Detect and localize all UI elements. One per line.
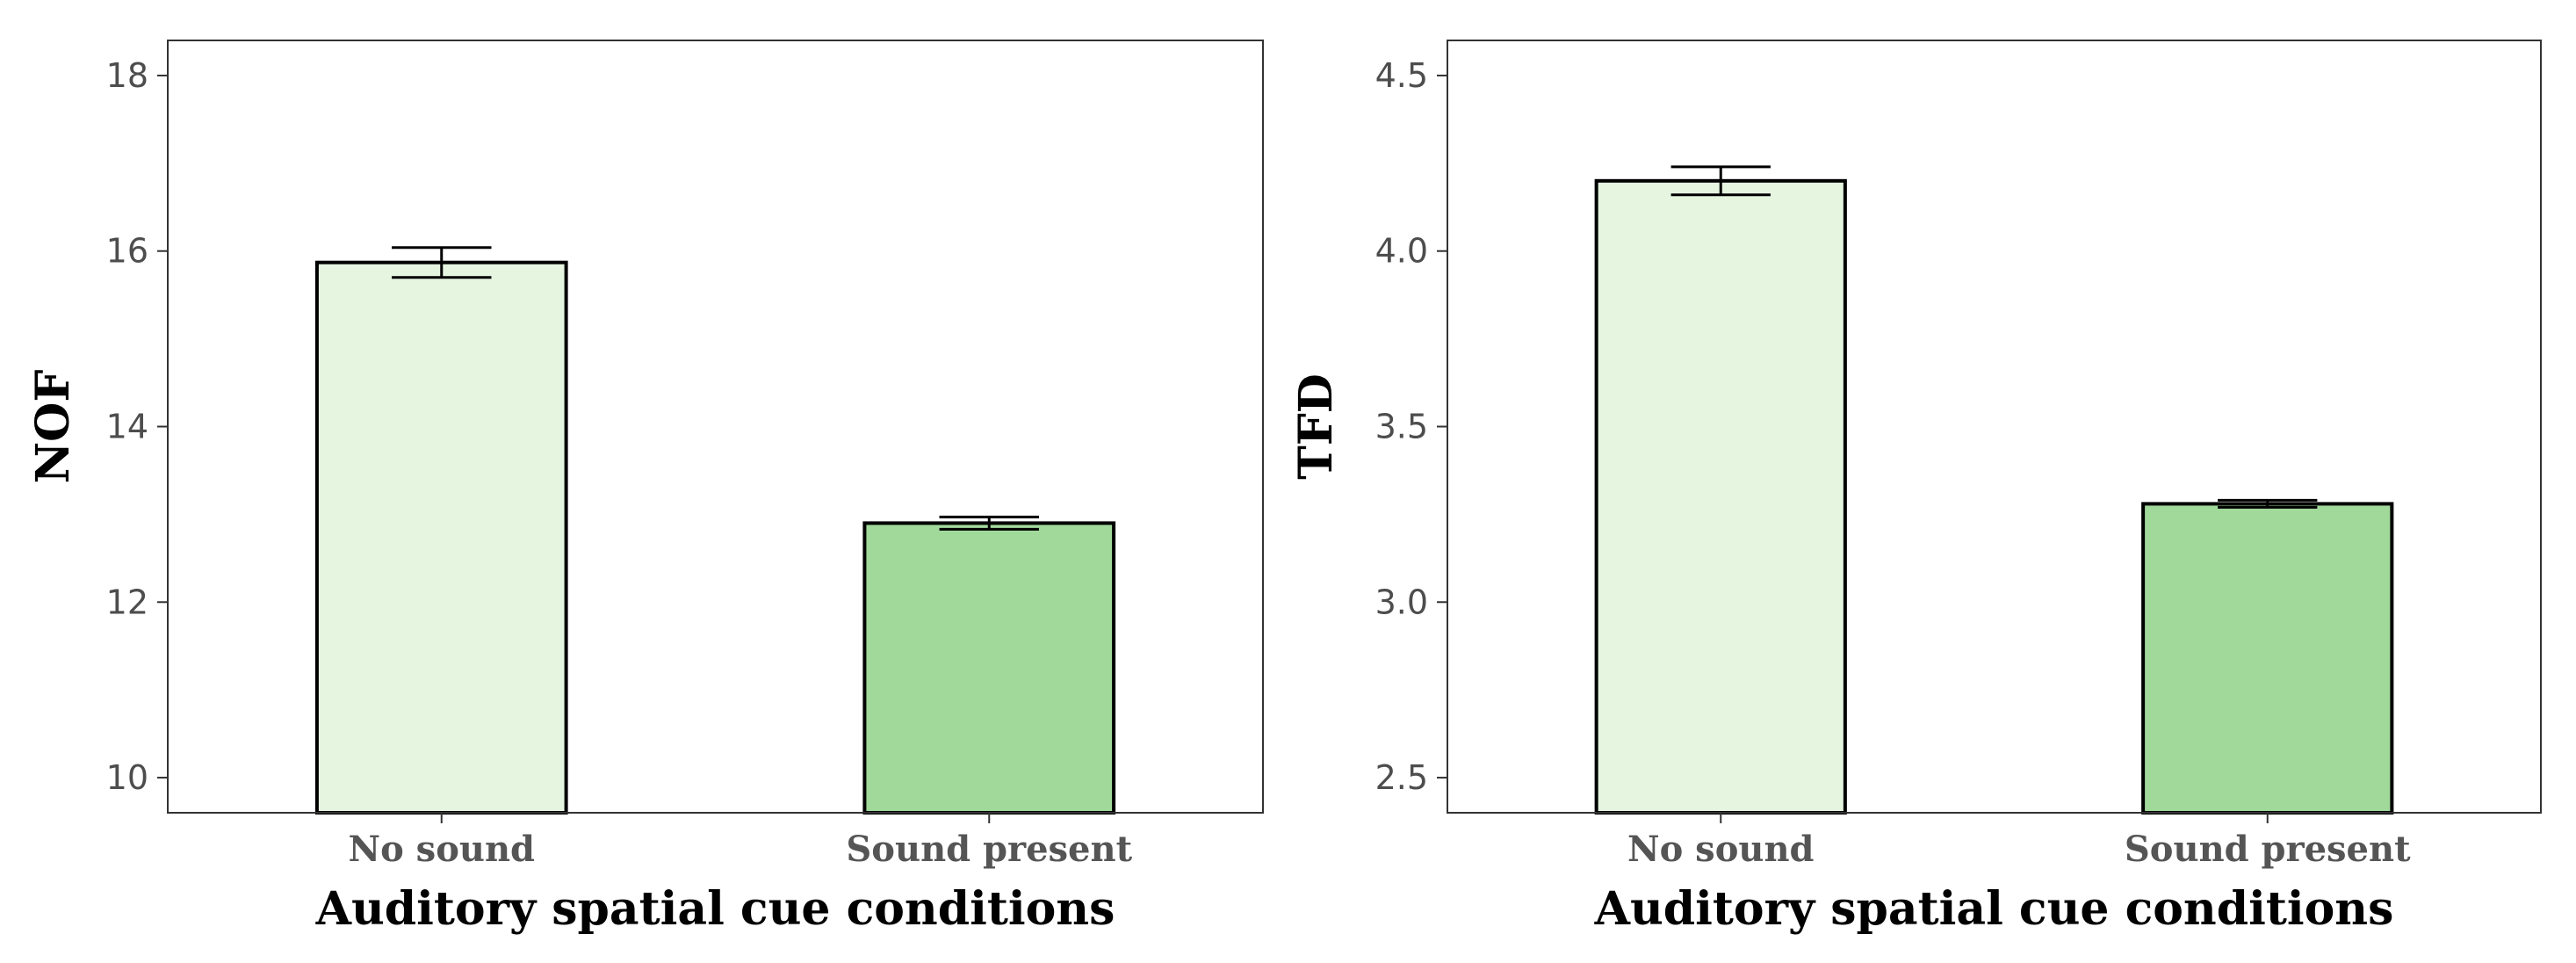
chart-2-y-axis-title: TFD (1289, 373, 1343, 480)
chart-1-y-tick-label: 18 (106, 56, 148, 95)
chart-1-y-tick-label: 14 (106, 408, 148, 446)
chart-1-x-tick-label: Sound present (846, 829, 1132, 870)
chart-2-bar (1594, 178, 1847, 815)
chart-1-bar (314, 260, 568, 815)
chart-2-x-tick-label: Sound present (2125, 829, 2411, 870)
chart-2-y-tick-label: 2.5 (1375, 758, 1428, 797)
chart-2-y-tick-label: 4.5 (1375, 56, 1428, 95)
chart-1-y-axis-title: NOF (26, 370, 80, 484)
chart-2-bar (2141, 502, 2394, 815)
chart-1-panel-border (167, 40, 1264, 814)
chart-1-y-tick-label: 10 (106, 758, 148, 797)
chart-1-bar (862, 521, 1116, 815)
chart-2-x-tick-label: No sound (1627, 829, 1815, 870)
chart-1-y-tick-label: 16 (106, 232, 148, 271)
chart-2-x-axis-title: Auditory spatial cue conditions (1594, 882, 2394, 936)
chart-2-y-tick-label: 3.0 (1375, 583, 1428, 621)
chart-1-y-tick-label: 12 (106, 583, 148, 621)
chart-2-y-tick-label: 3.5 (1375, 408, 1428, 446)
chart-1-x-tick-label: No sound (349, 829, 536, 870)
chart-2-panel-border (1447, 40, 2542, 814)
chart-2-y-tick-label: 4.0 (1375, 232, 1428, 271)
chart-1-x-axis-title: Auditory spatial cue conditions (315, 882, 1115, 936)
